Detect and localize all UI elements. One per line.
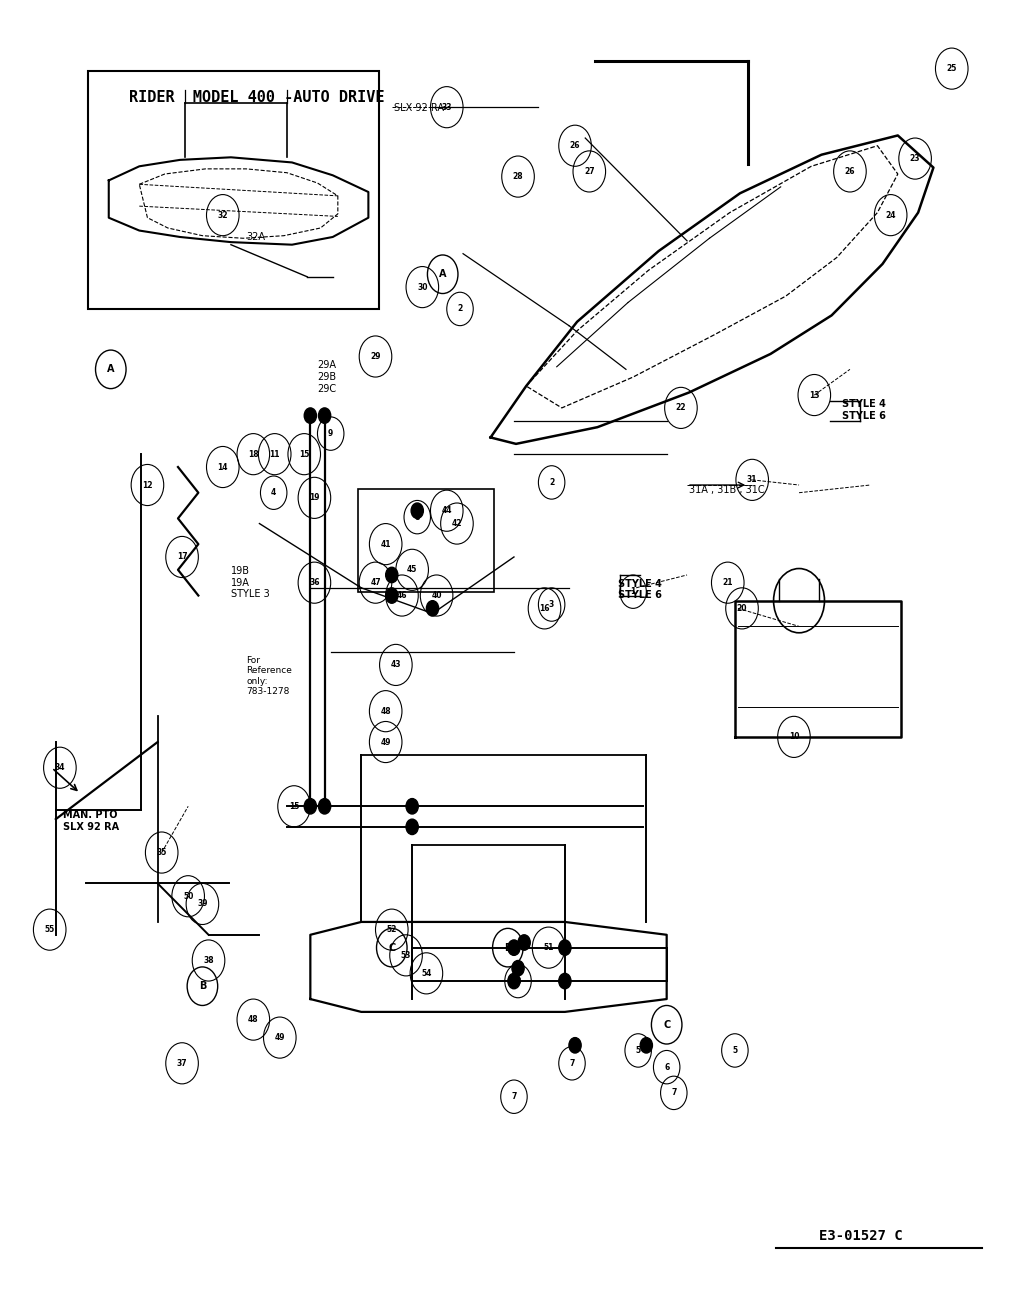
Text: 29A
29B
29C: 29A 29B 29C <box>318 360 336 394</box>
Text: 32A: 32A <box>247 231 265 242</box>
Text: 5: 5 <box>636 1046 641 1055</box>
Circle shape <box>558 973 571 989</box>
Text: 29: 29 <box>370 352 381 361</box>
Text: 11: 11 <box>269 449 280 459</box>
Circle shape <box>406 820 418 834</box>
Text: 10: 10 <box>788 733 799 742</box>
Text: 2: 2 <box>549 478 554 487</box>
Text: 6: 6 <box>664 1063 670 1072</box>
Text: 26: 26 <box>844 168 856 175</box>
Text: 30: 30 <box>417 283 427 291</box>
Text: 40: 40 <box>431 591 442 600</box>
Circle shape <box>512 960 524 976</box>
Text: 52: 52 <box>387 925 397 934</box>
Text: 13: 13 <box>809 391 819 400</box>
Text: 2: 2 <box>457 304 462 313</box>
Text: 28: 28 <box>513 171 523 181</box>
Text: 5: 5 <box>733 1046 738 1055</box>
Text: 35: 35 <box>157 848 167 857</box>
Text: SLX 92 RA-: SLX 92 RA- <box>394 104 447 113</box>
Circle shape <box>426 600 439 616</box>
Text: 32: 32 <box>218 210 228 220</box>
Circle shape <box>386 568 398 583</box>
Text: 12: 12 <box>142 481 153 490</box>
Text: 49: 49 <box>275 1033 285 1042</box>
Text: 44: 44 <box>442 507 452 516</box>
Text: 41: 41 <box>381 539 391 548</box>
Circle shape <box>518 935 530 950</box>
Text: RIDER  MODEL 400 -AUTO DRIVE: RIDER MODEL 400 -AUTO DRIVE <box>129 91 385 105</box>
Circle shape <box>569 1038 581 1053</box>
Text: 7: 7 <box>570 1059 575 1068</box>
Circle shape <box>640 1038 652 1053</box>
Text: STYLE 4
STYLE 6: STYLE 4 STYLE 6 <box>842 399 885 421</box>
Text: 3: 3 <box>549 600 554 609</box>
Text: 31: 31 <box>747 475 757 485</box>
Text: 19B
19A
STYLE 3: 19B 19A STYLE 3 <box>231 566 269 599</box>
Text: 49: 49 <box>381 738 391 747</box>
Text: 39: 39 <box>197 899 207 908</box>
Circle shape <box>319 799 330 814</box>
Text: 54: 54 <box>421 969 431 978</box>
Text: 23: 23 <box>910 155 921 164</box>
Text: 36: 36 <box>310 578 320 587</box>
Text: 26: 26 <box>570 142 580 151</box>
Text: 27: 27 <box>584 168 594 175</box>
Text: 43: 43 <box>391 660 401 669</box>
Text: 9: 9 <box>328 429 333 438</box>
Text: 48: 48 <box>248 1015 259 1024</box>
Text: 34: 34 <box>55 764 65 772</box>
Circle shape <box>558 940 571 955</box>
Text: 51: 51 <box>544 943 554 952</box>
Text: 4: 4 <box>271 488 277 498</box>
Text: 50: 50 <box>183 891 193 900</box>
Text: 37: 37 <box>176 1059 188 1068</box>
Text: E3-01527 C: E3-01527 C <box>819 1229 903 1243</box>
Text: 25: 25 <box>946 64 957 73</box>
Circle shape <box>319 408 330 423</box>
Text: 45: 45 <box>407 565 417 574</box>
Text: For
Reference
only:
783-1278: For Reference only: 783-1278 <box>247 656 292 696</box>
Text: 33: 33 <box>442 103 452 112</box>
Text: 1: 1 <box>631 587 636 596</box>
Text: 20: 20 <box>737 604 747 613</box>
Circle shape <box>304 799 317 814</box>
Text: MAN. PTO
SLX 92 RA: MAN. PTO SLX 92 RA <box>63 811 119 831</box>
Text: 38: 38 <box>203 956 214 965</box>
Text: C: C <box>388 943 395 952</box>
Circle shape <box>406 799 418 814</box>
Text: 15: 15 <box>299 449 310 459</box>
Text: STYLE 4
STYLE 6: STYLE 4 STYLE 6 <box>618 579 662 600</box>
Text: 15: 15 <box>289 801 299 811</box>
Text: 53: 53 <box>400 951 411 960</box>
Text: 22: 22 <box>676 404 686 412</box>
Text: 7: 7 <box>671 1089 677 1098</box>
Text: 17: 17 <box>176 552 188 561</box>
Text: 19: 19 <box>310 494 320 503</box>
Text: A: A <box>107 364 115 374</box>
Text: 48: 48 <box>381 707 391 716</box>
Text: 55: 55 <box>44 925 55 934</box>
Text: 7: 7 <box>511 1092 517 1102</box>
Text: 14: 14 <box>218 462 228 472</box>
Text: 8: 8 <box>415 513 420 522</box>
Text: 18: 18 <box>248 449 259 459</box>
Circle shape <box>304 408 317 423</box>
Text: 31A , 31B , 31C: 31A , 31B , 31C <box>689 485 765 495</box>
Text: 16: 16 <box>540 604 550 613</box>
Text: A: A <box>439 269 447 279</box>
Circle shape <box>508 973 520 989</box>
Text: 42: 42 <box>452 520 462 529</box>
Text: B: B <box>199 981 206 991</box>
Text: B: B <box>505 943 512 952</box>
Circle shape <box>508 940 520 955</box>
Circle shape <box>386 588 398 603</box>
Text: 8: 8 <box>515 977 521 986</box>
Text: C: C <box>663 1020 671 1030</box>
Text: 47: 47 <box>370 578 381 587</box>
Text: 46: 46 <box>396 591 408 600</box>
Text: 24: 24 <box>885 210 896 220</box>
Circle shape <box>411 503 423 518</box>
Text: 21: 21 <box>722 578 733 587</box>
